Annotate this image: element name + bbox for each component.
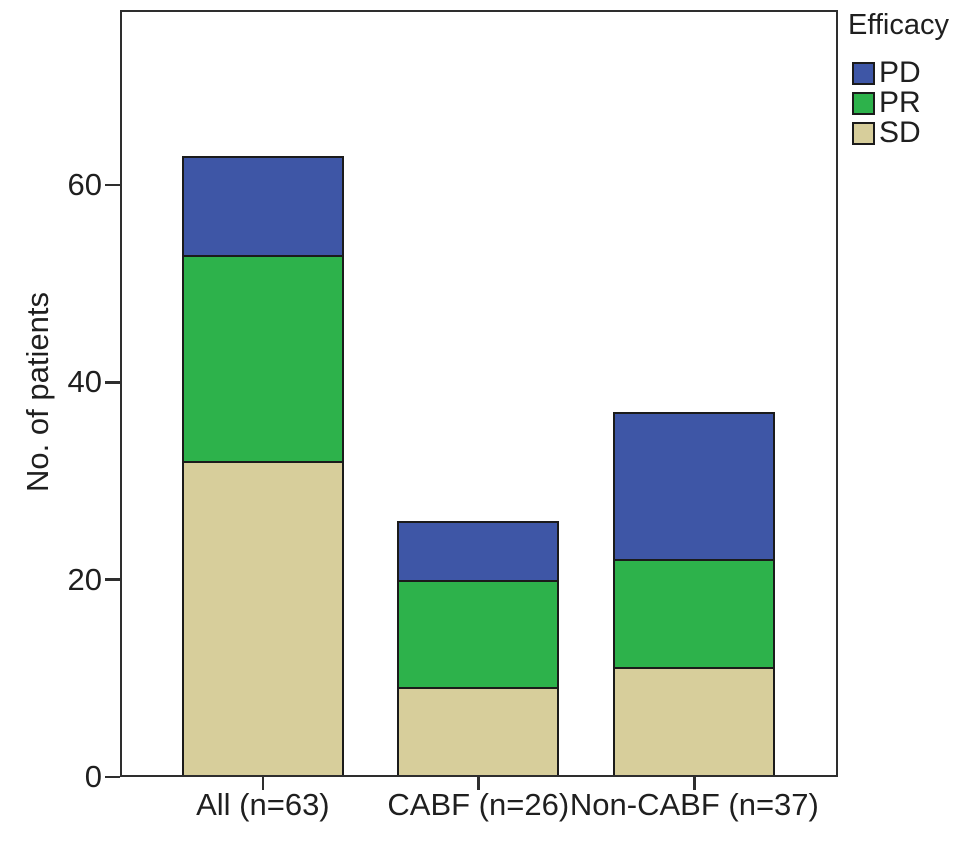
y-tick-label: 0 <box>84 759 102 794</box>
legend-swatch-sd <box>852 121 875 145</box>
x-tick-mark <box>261 777 265 790</box>
bar-cabf-segment-pd <box>399 522 558 580</box>
legend-item-sd: SD <box>852 118 968 148</box>
bar-all-segment-sd <box>183 461 342 775</box>
y-tick-label: 40 <box>67 364 102 400</box>
bar-cabf-segment-pr <box>399 579 558 687</box>
y-tick-mark <box>105 578 120 581</box>
bar-cabf-segment-sd <box>399 686 558 775</box>
bar-non-cabf-segment-pd <box>615 414 774 559</box>
bar-all-segment-pd <box>183 157 342 255</box>
y-tick-mark <box>105 775 120 779</box>
efficacy-legend: Efficacy PD PR SD <box>846 8 968 148</box>
x-tick-label: CABF (n=26) <box>387 787 570 822</box>
y-tick-label: 20 <box>67 561 102 597</box>
x-tick-mark <box>477 777 480 790</box>
x-tick-mark <box>693 777 696 790</box>
x-tick-label: All (n=63) <box>196 787 330 822</box>
y-tick-mark <box>105 381 120 384</box>
legend-item-label: SD <box>879 116 921 149</box>
legend-swatch-pd <box>852 61 875 85</box>
y-tick-label: 60 <box>67 167 102 203</box>
bar-non-cabf <box>613 412 776 777</box>
legend-item-pr: PR <box>852 88 968 118</box>
bar-all-segment-pr <box>183 254 342 462</box>
bar-all <box>181 155 344 777</box>
legend-item-label: PR <box>879 86 921 119</box>
legend-item-pd: PD <box>852 58 968 88</box>
legend-title: Efficacy <box>848 9 950 41</box>
y-tick-mark <box>105 183 120 187</box>
bar-non-cabf-segment-sd <box>615 666 774 776</box>
plot-area <box>120 10 838 777</box>
bar-non-cabf-segment-pr <box>615 558 774 667</box>
bar-cabf <box>397 520 560 777</box>
legend-items: PD PR SD <box>852 58 968 148</box>
legend-item-label: PD <box>879 56 921 89</box>
x-tick-label: Non-CABF (n=37) <box>569 787 819 822</box>
legend-swatch-pr <box>852 91 875 115</box>
